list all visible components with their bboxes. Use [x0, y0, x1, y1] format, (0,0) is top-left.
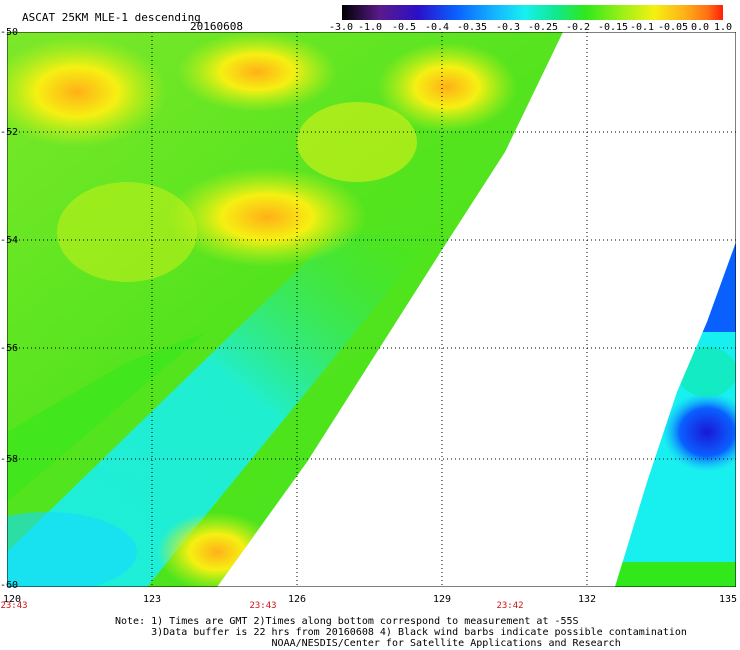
lat-label: -52 — [0, 127, 19, 138]
lat-label: -56 — [0, 343, 19, 354]
colorbar — [342, 5, 723, 20]
colorbar-tick: -0.25 — [527, 22, 559, 33]
colorbar-tick: -0.05 — [657, 22, 689, 33]
pass-time-label: 23:43 — [0, 601, 28, 611]
lon-label: 123 — [142, 594, 162, 605]
lon-label: 135 — [718, 594, 738, 605]
map-date: 20160608 — [190, 20, 243, 33]
colorbar-tick: -0.35 — [456, 22, 488, 33]
lon-label: 129 — [432, 594, 452, 605]
lon-label: 120 — [2, 594, 22, 605]
colorbar-tick: -3.0 — [328, 22, 354, 33]
note-line: Note: 1) Times are GMT 2)Times along bot… — [115, 616, 579, 627]
colorbar-tick: 0.0 — [690, 22, 710, 33]
colorbar-tick: -0.5 — [391, 22, 417, 33]
lat-label: -58 — [0, 454, 19, 465]
note-line: NOAA/NESDIS/Center for Satellite Applica… — [115, 638, 621, 649]
swath-east — [615, 242, 736, 587]
lon-label: 126 — [287, 594, 307, 605]
pass-time-label: 23:42 — [496, 601, 524, 611]
note-line: 3)Data buffer is 22 hrs from 20160608 4)… — [115, 627, 687, 638]
colorbar-tick: -0.15 — [597, 22, 629, 33]
colorbar-tick: -1.0 — [357, 22, 383, 33]
lon-label: 132 — [577, 594, 597, 605]
lat-label: -50 — [0, 27, 19, 38]
map-plot — [7, 32, 736, 587]
colorbar-tick: -0.4 — [424, 22, 450, 33]
lat-label: -60 — [0, 580, 19, 591]
pass-time-label: 23:43 — [249, 601, 277, 611]
colorbar-tick: -0.1 — [629, 22, 655, 33]
colorbar-gradient — [342, 5, 723, 20]
swath-west — [7, 32, 563, 587]
footnotes: Note: 1) Times are GMT 2)Times along bot… — [115, 616, 687, 649]
colorbar-tick: 1.0 — [713, 22, 733, 33]
colorbar-tick: -0.2 — [565, 22, 591, 33]
colorbar-tick-labels: -3.0 -1.0 -0.5 -0.4 -0.35 -0.3 -0.25 -0.… — [328, 22, 740, 36]
map-title: ASCAT 25KM MLE-1 descending — [22, 11, 201, 24]
map-gridlines — [7, 32, 736, 587]
colorbar-tick: -0.3 — [495, 22, 521, 33]
lat-label: -54 — [0, 235, 19, 246]
